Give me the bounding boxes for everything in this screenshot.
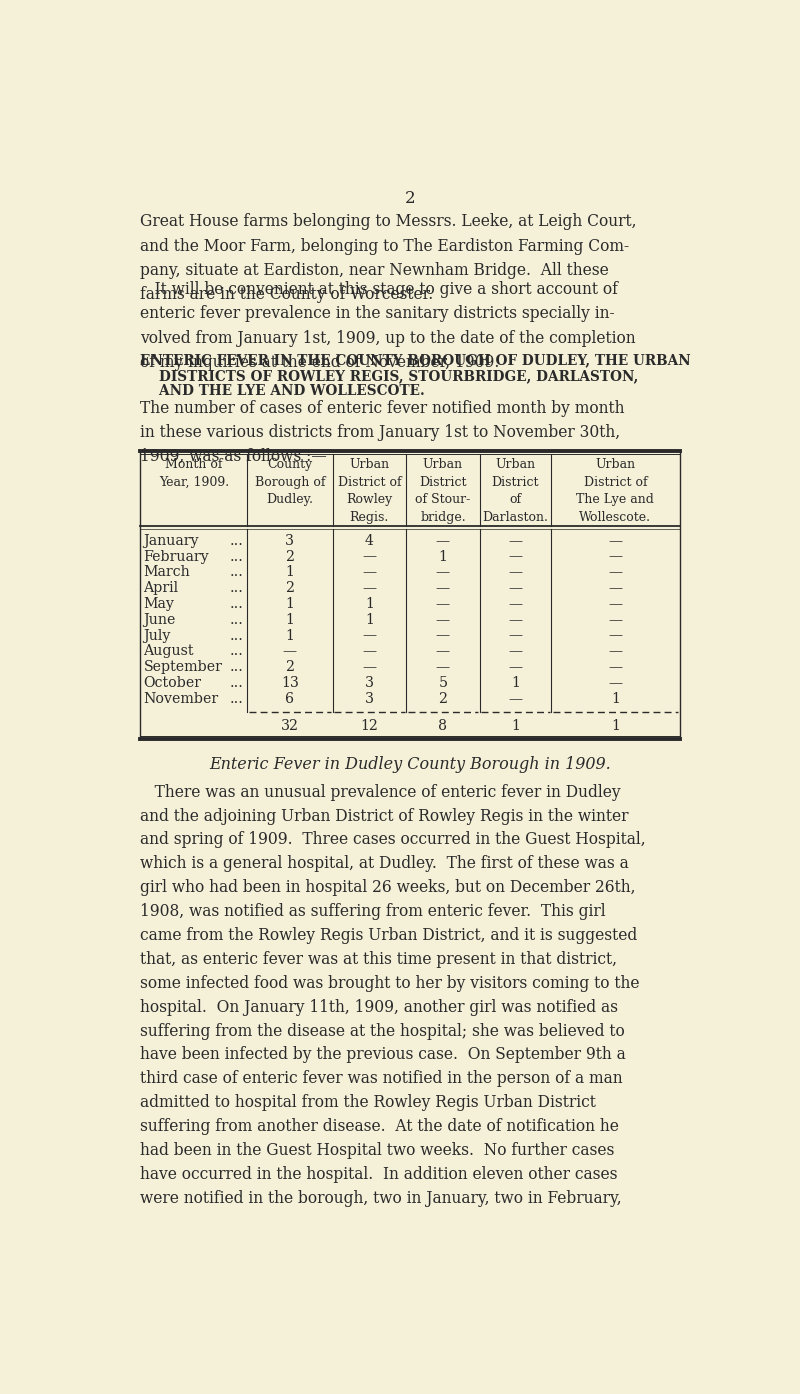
Text: —: — [436,534,450,548]
Text: —: — [608,597,622,611]
Text: ENTERIC FEVER IN THE COUNTY BOROUGH OF DUDLEY, THE URBAN: ENTERIC FEVER IN THE COUNTY BOROUGH OF D… [140,354,691,368]
Text: —: — [283,644,297,658]
Text: ...: ... [230,581,243,595]
Text: —: — [362,581,376,595]
Text: 1: 1 [286,629,294,643]
Text: —: — [508,629,522,643]
Text: 13: 13 [281,676,299,690]
Text: —: — [508,661,522,675]
Text: —: — [508,581,522,595]
Text: ...: ... [230,629,243,643]
Text: Month of
Year, 1909.: Month of Year, 1909. [158,459,229,489]
Text: June: June [143,613,176,627]
Text: Urban
District of
Rowley
Regis.: Urban District of Rowley Regis. [338,459,401,524]
Text: 3: 3 [365,676,374,690]
Text: 1: 1 [438,549,447,563]
Text: —: — [362,566,376,580]
Text: March: March [143,566,190,580]
Text: ...: ... [230,644,243,658]
Text: It will be convenient at this stage to give a short account of
enteric fever pre: It will be convenient at this stage to g… [140,282,636,371]
Text: November: November [143,691,218,705]
Text: —: — [608,566,622,580]
Text: ...: ... [230,597,243,611]
Text: 2: 2 [438,691,447,705]
Text: 4: 4 [365,534,374,548]
Text: May: May [143,597,174,611]
Text: The number of cases of enteric fever notified month by month
in these various di: The number of cases of enteric fever not… [140,400,625,466]
Text: —: — [436,644,450,658]
Text: 2: 2 [405,191,415,208]
Text: 5: 5 [438,676,447,690]
Text: —: — [608,534,622,548]
Text: —: — [608,661,622,675]
Text: —: — [436,661,450,675]
Text: —: — [436,613,450,627]
Text: 2: 2 [286,581,294,595]
Text: —: — [436,629,450,643]
Text: ...: ... [230,676,243,690]
Text: —: — [362,549,376,563]
Text: DISTRICTS OF ROWLEY REGIS, STOURBRIDGE, DARLASTON,: DISTRICTS OF ROWLEY REGIS, STOURBRIDGE, … [140,369,638,383]
Text: April: April [143,581,178,595]
Text: —: — [508,644,522,658]
Text: September: September [143,661,222,675]
Text: County
Borough of
Dudley.: County Borough of Dudley. [254,459,325,506]
Text: 1: 1 [611,691,620,705]
Text: AND THE LYE AND WOLLESCOTE.: AND THE LYE AND WOLLESCOTE. [140,385,425,399]
Text: —: — [608,549,622,563]
Text: —: — [508,566,522,580]
Text: 1: 1 [611,719,620,733]
Text: 12: 12 [360,719,378,733]
Text: Urban
District of
The Lye and
Wollescote.: Urban District of The Lye and Wollescote… [577,459,654,524]
Text: 1: 1 [286,613,294,627]
Text: —: — [508,691,522,705]
Text: —: — [508,597,522,611]
Text: —: — [362,629,376,643]
Text: —: — [608,581,622,595]
Text: ...: ... [230,566,243,580]
Text: ...: ... [230,691,243,705]
Text: July: July [143,629,170,643]
Text: There was an unusual prevalence of enteric fever in Dudley
and the adjoining Urb: There was an unusual prevalence of enter… [140,783,646,1207]
Text: August: August [143,644,194,658]
Text: —: — [608,644,622,658]
Text: 1: 1 [365,613,374,627]
Text: ...: ... [230,549,243,563]
Text: —: — [608,676,622,690]
Text: ...: ... [230,613,243,627]
Text: 2: 2 [286,661,294,675]
Text: Urban
District
of Stour-
bridge.: Urban District of Stour- bridge. [415,459,470,524]
Text: —: — [608,613,622,627]
Text: —: — [608,629,622,643]
Text: —: — [362,661,376,675]
Text: 1: 1 [365,597,374,611]
Text: —: — [362,644,376,658]
Text: January: January [143,534,199,548]
Text: —: — [436,597,450,611]
Text: ...: ... [230,534,243,548]
Text: February: February [143,549,209,563]
Text: Enteric Fever in Dudley County Borough in 1909.: Enteric Fever in Dudley County Borough i… [209,756,611,772]
Text: 3: 3 [365,691,374,705]
Text: ...: ... [230,661,243,675]
Text: Great House farms belonging to Messrs. Leeke, at Leigh Court,
and the Moor Farm,: Great House farms belonging to Messrs. L… [140,213,637,302]
Text: October: October [143,676,202,690]
Text: Urban
District
of
Darlaston.: Urban District of Darlaston. [482,459,548,524]
Text: 1: 1 [286,566,294,580]
Text: 3: 3 [286,534,294,548]
Text: 2: 2 [286,549,294,563]
Text: 1: 1 [511,676,520,690]
Text: —: — [508,534,522,548]
Text: —: — [508,549,522,563]
Text: 6: 6 [286,691,294,705]
Text: 8: 8 [438,719,447,733]
Text: 1: 1 [511,719,520,733]
Text: 1: 1 [286,597,294,611]
Text: —: — [436,581,450,595]
Text: —: — [436,566,450,580]
Text: 32: 32 [281,719,299,733]
Text: —: — [508,613,522,627]
